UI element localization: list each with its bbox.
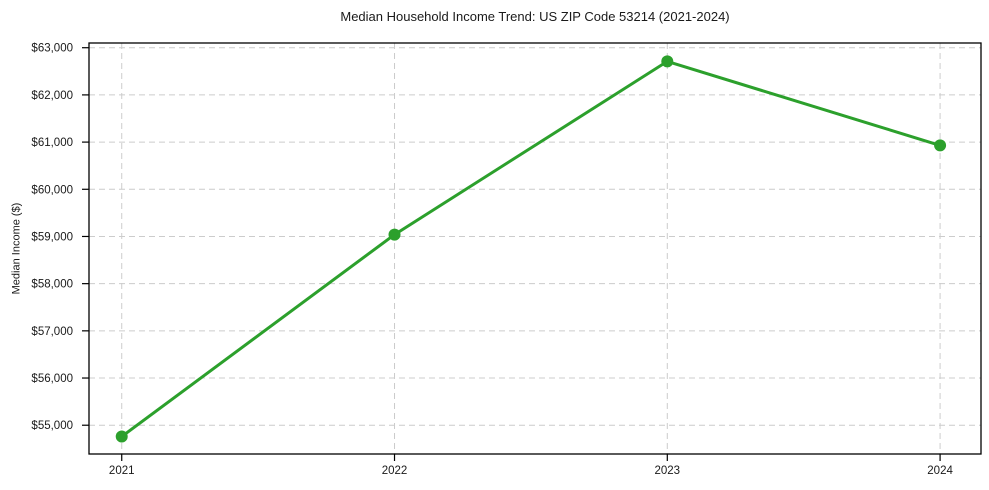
data-point-marker — [934, 139, 947, 152]
y-tick-label: $58,000 — [31, 279, 73, 291]
data-point-marker — [388, 228, 401, 241]
y-tick-label: $60,000 — [31, 184, 73, 196]
y-tick-label: $56,000 — [31, 373, 73, 385]
chart-title: Median Household Income Trend: US ZIP Co… — [340, 9, 730, 24]
plot-border — [88, 42, 982, 455]
y-tick-label: $59,000 — [31, 231, 73, 243]
y-tick-label: $63,000 — [31, 43, 73, 55]
y-tick-label: $62,000 — [31, 90, 73, 102]
y-tick-label: $57,000 — [31, 326, 73, 338]
x-tick-label: 2023 — [655, 465, 681, 477]
data-point-marker — [115, 430, 128, 443]
x-tick-label: 2022 — [382, 465, 408, 477]
y-tick-label: $61,000 — [31, 137, 73, 149]
y-tick-label: $55,000 — [31, 420, 73, 432]
x-tick-label: 2024 — [927, 465, 953, 477]
data-point-marker — [661, 55, 674, 68]
x-tick-label: 2021 — [109, 465, 135, 477]
trend-line — [120, 59, 942, 439]
